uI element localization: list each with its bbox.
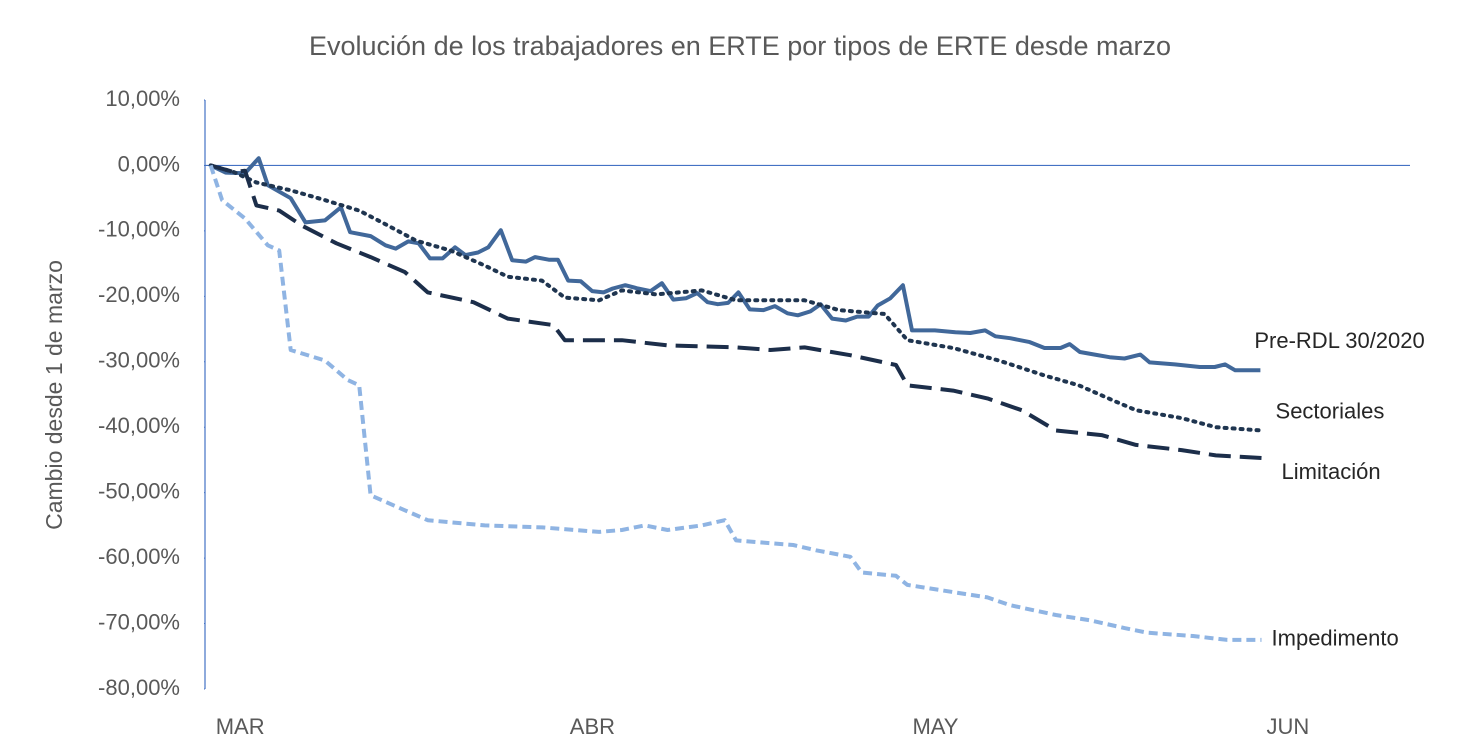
series-line bbox=[208, 164, 1262, 642]
y-tick-label: 0,00% bbox=[118, 151, 180, 176]
series-line bbox=[209, 156, 1261, 373]
series-label: Pre-RDL 30/2020 bbox=[1254, 328, 1424, 353]
y-tick-label: -10,00% bbox=[98, 217, 180, 242]
series-label: Sectoriales bbox=[1276, 398, 1385, 423]
x-tick-label: ABR bbox=[570, 714, 615, 739]
y-tick-label: -60,00% bbox=[98, 544, 180, 569]
y-tick-label: 10,00% bbox=[105, 86, 180, 111]
x-tick-label: JUN bbox=[1267, 714, 1310, 739]
y-tick-label: -40,00% bbox=[98, 413, 180, 438]
y-tick-label: -50,00% bbox=[98, 478, 180, 503]
y-tick-label: -20,00% bbox=[98, 282, 180, 307]
y-tick-label: -80,00% bbox=[98, 675, 180, 700]
y-tick-label: -70,00% bbox=[98, 609, 180, 634]
series-line bbox=[208, 163, 1264, 433]
y-tick-label: -30,00% bbox=[98, 348, 180, 373]
chart-title: Evolución de los trabajadores en ERTE po… bbox=[309, 31, 1171, 61]
series-label: Limitación bbox=[1282, 459, 1381, 484]
series-label: Impedimento bbox=[1272, 626, 1399, 651]
x-tick-label: MAY bbox=[912, 714, 958, 739]
x-tick-label: MAR bbox=[216, 714, 265, 739]
y-axis-label: Cambio desde 1 de marzo bbox=[41, 260, 67, 530]
